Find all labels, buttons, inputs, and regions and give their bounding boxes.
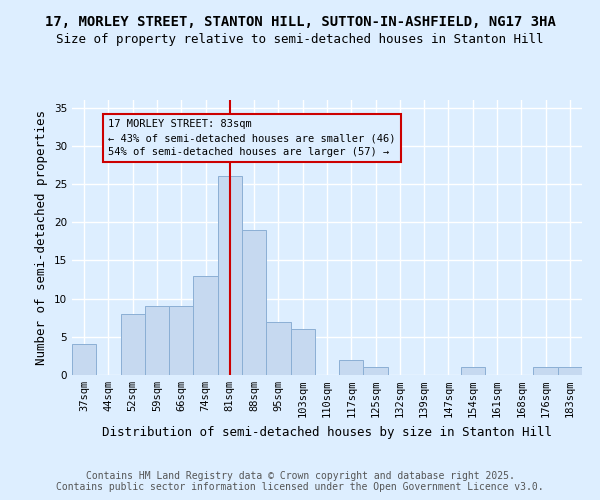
Bar bbox=[558, 368, 582, 375]
Bar bbox=[242, 230, 266, 375]
Bar bbox=[290, 329, 315, 375]
Text: 17, MORLEY STREET, STANTON HILL, SUTTON-IN-ASHFIELD, NG17 3HA: 17, MORLEY STREET, STANTON HILL, SUTTON-… bbox=[44, 15, 556, 29]
Bar bbox=[193, 276, 218, 375]
Bar bbox=[461, 368, 485, 375]
Bar bbox=[121, 314, 145, 375]
Bar bbox=[72, 344, 96, 375]
Bar bbox=[169, 306, 193, 375]
Text: Contains HM Land Registry data © Crown copyright and database right 2025.
Contai: Contains HM Land Registry data © Crown c… bbox=[56, 471, 544, 492]
Text: 17 MORLEY STREET: 83sqm
← 43% of semi-detached houses are smaller (46)
54% of se: 17 MORLEY STREET: 83sqm ← 43% of semi-de… bbox=[109, 119, 396, 157]
Bar bbox=[533, 368, 558, 375]
X-axis label: Distribution of semi-detached houses by size in Stanton Hill: Distribution of semi-detached houses by … bbox=[102, 426, 552, 438]
Bar bbox=[218, 176, 242, 375]
Bar bbox=[339, 360, 364, 375]
Y-axis label: Number of semi-detached properties: Number of semi-detached properties bbox=[35, 110, 49, 365]
Bar bbox=[266, 322, 290, 375]
Bar bbox=[145, 306, 169, 375]
Text: Size of property relative to semi-detached houses in Stanton Hill: Size of property relative to semi-detach… bbox=[56, 32, 544, 46]
Bar bbox=[364, 368, 388, 375]
